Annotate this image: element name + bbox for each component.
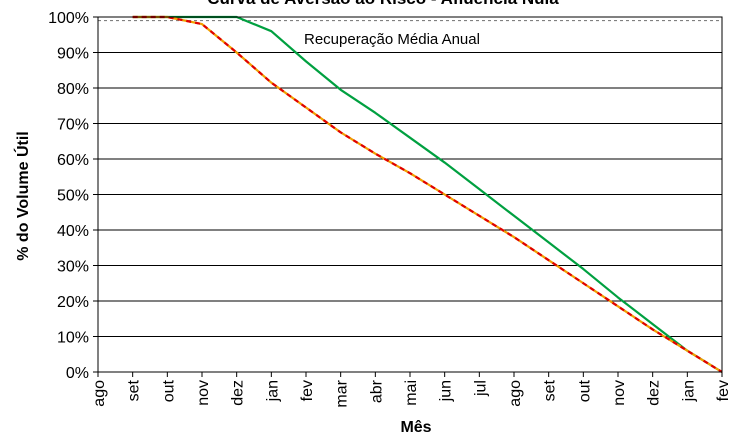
- y-tick-label: 50%: [57, 188, 89, 205]
- x-tick-label: jan: [680, 380, 697, 402]
- y-tick-label: 20%: [57, 294, 89, 311]
- x-tick-label: fev: [715, 380, 732, 401]
- y-axis-title: % do Volume Útil: [13, 131, 32, 260]
- x-tick-label: dez: [230, 380, 247, 406]
- x-tick-label: set: [126, 379, 143, 401]
- x-tick-label: mar: [334, 379, 351, 407]
- x-tick-label: jan: [264, 380, 281, 402]
- x-tick-label: nov: [195, 380, 212, 406]
- x-tick-label: fev: [299, 380, 316, 401]
- x-tick-label: jun: [438, 380, 455, 402]
- y-tick-label: 60%: [57, 152, 89, 169]
- y-tick-label: 30%: [57, 259, 89, 276]
- x-tick-label: out: [160, 379, 177, 402]
- x-tick-label: ago: [91, 380, 108, 407]
- y-tick-label: 40%: [57, 223, 89, 240]
- reference-line-label: Recuperação Média Anual: [304, 31, 480, 48]
- x-axis-title: Mês: [400, 419, 431, 436]
- y-tick-label: 10%: [57, 330, 89, 347]
- x-tick-label: set: [542, 379, 559, 401]
- x-tick-label: out: [576, 379, 593, 402]
- y-tick-label: 90%: [57, 46, 89, 63]
- y-tick-label: 80%: [57, 81, 89, 98]
- series-line: [132, 15, 723, 373]
- x-tick-label: nov: [611, 380, 628, 406]
- plot-area-frame: [97, 16, 723, 373]
- x-tick-label: dez: [646, 380, 663, 406]
- x-axis-ticks: ago set out nov dez jan fev mar abr mai jun jul ago s…: [91, 372, 732, 408]
- x-tick-label: ago: [507, 380, 524, 407]
- x-tick-label: jul: [472, 380, 489, 397]
- x-tick-label: abr: [368, 379, 385, 403]
- chart-title: Curva de Aversão ao Risco - Afluência Nu…: [207, 0, 559, 8]
- y-axis-ticks: 0% 10% 20% 30% 40% 50% 60% 70% 80% 90% 100%: [48, 10, 98, 382]
- y-tick-label: 70%: [57, 117, 89, 134]
- x-tick-label: mai: [403, 380, 420, 406]
- y-tick-label: 100%: [48, 10, 89, 27]
- y-tick-label: 0%: [66, 365, 89, 382]
